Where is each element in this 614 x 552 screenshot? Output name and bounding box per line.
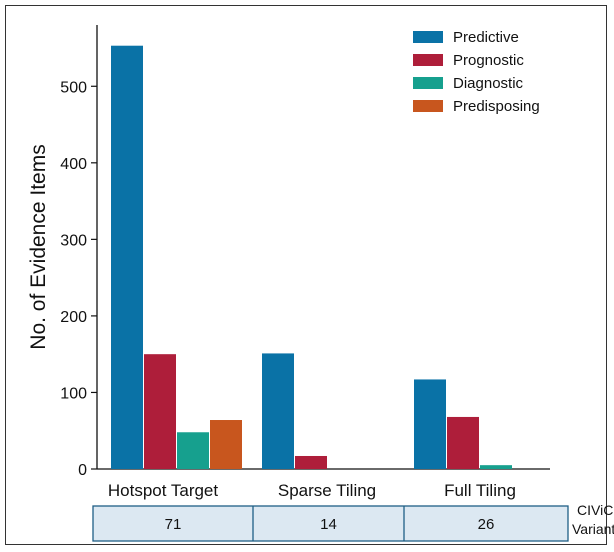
legend-label-prognostic: Prognostic (453, 52, 524, 69)
y-tick-label: 400 (60, 156, 87, 173)
y-tick-label: 500 (60, 79, 87, 96)
variants-table-cell: 26 (478, 516, 495, 533)
variants-table (92, 505, 569, 542)
bar-predictive-1 (111, 45, 143, 469)
legend-swatch-diagnostic (413, 77, 443, 89)
x-tick-label: Sparse Tiling (278, 481, 376, 500)
y-tick-label: 0 (78, 462, 87, 479)
y-tick-label: 300 (60, 232, 87, 249)
y-tick-label: 200 (60, 309, 87, 326)
legend-swatch-prognostic (413, 54, 443, 66)
x-tick-label: Full Tiling (444, 481, 516, 500)
legend-label-predisposing: Predisposing (453, 98, 540, 115)
x-tick-label: Hotspot Target (108, 481, 219, 500)
legend-label-diagnostic: Diagnostic (453, 75, 524, 92)
bar-diagnostic-3 (480, 465, 512, 469)
y-axis-label: No. of Evidence Items (27, 144, 50, 349)
bar-predictive-2 (262, 353, 294, 469)
bar-prognostic-1 (144, 354, 176, 469)
legend-label-predictive: Predictive (453, 29, 519, 46)
variants-label: CIViC (577, 502, 613, 518)
bar-prognostic-2 (295, 455, 327, 469)
bar-diagnostic-1 (177, 432, 209, 469)
legend-swatch-predictive (413, 31, 443, 43)
chart-frame (5, 5, 607, 545)
legend-swatch-predisposing (413, 100, 443, 112)
bar-predisposing-1 (210, 420, 242, 469)
y-tick-label: 100 (60, 385, 87, 402)
variants-label: Variants (572, 521, 614, 537)
bar-prognostic-3 (447, 416, 479, 469)
variants-table-cell: 14 (320, 516, 337, 533)
variants-table-cell: 71 (165, 516, 182, 533)
bar-predictive-3 (414, 379, 446, 469)
